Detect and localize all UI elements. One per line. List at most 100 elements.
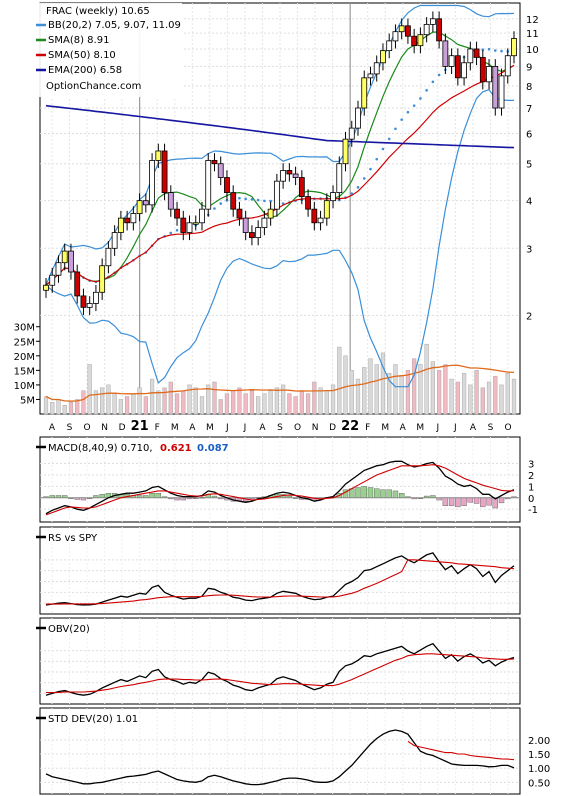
bb-middle-dot xyxy=(493,49,497,52)
volume-bar xyxy=(349,370,354,415)
volume-bar xyxy=(56,399,61,415)
candle-body xyxy=(323,200,330,219)
candle-body xyxy=(448,55,455,67)
candle-body xyxy=(261,217,268,228)
macd-ytick-label: 0 xyxy=(528,494,534,505)
volume-bar xyxy=(193,387,198,415)
candle-body xyxy=(74,271,81,297)
bb-middle-dot xyxy=(175,228,179,232)
std-dev-panel: 2.00 1.50 1.00 0.50 STD DEV(20) 1.01 xyxy=(36,707,550,795)
candle-body xyxy=(386,40,393,52)
month-label: S xyxy=(488,423,494,433)
volume-bar xyxy=(486,381,492,415)
volume-bar xyxy=(43,396,49,415)
macd-ytick-label: 3 xyxy=(528,460,534,471)
volume-bar xyxy=(393,364,398,415)
bb-middle-dot xyxy=(244,197,247,201)
candle-body xyxy=(86,303,93,308)
macd-ma-line xyxy=(45,464,515,516)
candle-body xyxy=(411,35,418,47)
price-ytick-label: 9 xyxy=(526,62,532,73)
month-label: N xyxy=(312,423,319,433)
candle-body xyxy=(305,196,311,210)
candle-body xyxy=(217,163,224,178)
volume-bar xyxy=(62,405,67,415)
candle-body xyxy=(504,55,511,77)
ema200-line xyxy=(45,104,515,149)
volume-bar xyxy=(412,358,417,415)
legend-background xyxy=(32,3,182,97)
candle-body xyxy=(199,208,205,224)
bb-middle-dot xyxy=(256,198,260,202)
volume-bar xyxy=(50,402,55,415)
volume-bar xyxy=(149,378,155,415)
month-label: M xyxy=(171,423,179,433)
candle-body xyxy=(43,284,49,291)
volume-bar xyxy=(374,364,379,415)
macd-histogram-bar xyxy=(473,497,480,504)
rs-header-bg xyxy=(41,530,103,544)
volume-bar xyxy=(206,384,211,415)
volume-ytick-label: 25M xyxy=(14,337,35,348)
candle-body xyxy=(93,291,99,304)
bb-middle-dot xyxy=(400,118,403,121)
volume-bar xyxy=(87,364,92,415)
volume-bar xyxy=(312,381,317,415)
volume-bar xyxy=(118,399,124,415)
month-label: M xyxy=(416,423,424,433)
volume-bar xyxy=(75,399,80,415)
month-label: J xyxy=(436,423,440,433)
obv-panel: OBV(20) xyxy=(36,617,521,705)
volume-bar xyxy=(505,373,510,415)
volume-bar xyxy=(143,396,148,415)
volume-bar xyxy=(436,370,442,415)
volume-bar xyxy=(343,355,348,415)
volume-bar xyxy=(468,384,473,415)
volume-bar xyxy=(93,390,99,415)
candle-body xyxy=(61,250,68,264)
candle-body xyxy=(454,55,461,79)
price-ytick-label: 7 xyxy=(526,104,532,115)
std-dev-ytick-label: 1.50 xyxy=(528,750,550,761)
legend-label: EMA(200) 6.58 xyxy=(48,65,122,76)
candle-body xyxy=(192,222,199,225)
candle-body xyxy=(473,48,480,58)
volume-bar xyxy=(443,364,448,415)
macd-histogram-bar xyxy=(367,487,374,498)
bb-lower-line xyxy=(45,88,514,388)
volume-bar xyxy=(212,381,217,415)
month-label: N xyxy=(101,423,108,433)
volume-bar xyxy=(218,399,223,415)
volume-bar xyxy=(330,384,336,415)
price-ytick-label: 6 xyxy=(526,130,532,141)
month-label: F xyxy=(155,423,160,433)
month-label: D xyxy=(329,423,336,433)
volume-bar xyxy=(305,393,311,415)
bb-middle-dot xyxy=(437,73,441,77)
volume-bar xyxy=(399,375,404,415)
candle-body xyxy=(317,217,324,224)
candle-body xyxy=(155,150,162,161)
legend-label: SMA(8) 8.91 xyxy=(48,35,109,46)
candle-body xyxy=(255,227,262,239)
std-dev-ytick-label: 1.00 xyxy=(528,764,550,775)
sma50-line xyxy=(45,64,515,286)
bb-middle-dot xyxy=(500,49,503,53)
candle-body xyxy=(479,57,486,83)
rs-ma-line xyxy=(46,559,515,605)
volume-ytick-label: 5M xyxy=(20,395,35,406)
candle-body xyxy=(161,150,168,193)
macd-histogram-bar xyxy=(149,493,155,498)
month-label: S xyxy=(67,423,73,433)
macd-histogram-bar xyxy=(461,497,467,506)
candle-body xyxy=(442,40,449,67)
volume-bar xyxy=(387,373,392,415)
bb-middle-dot xyxy=(487,47,491,51)
volume-bar xyxy=(174,393,180,415)
candle-body xyxy=(49,274,56,286)
macd-histogram-bar xyxy=(467,497,474,503)
volume-bar xyxy=(480,387,485,415)
candle-body xyxy=(230,192,237,210)
volume-bar xyxy=(461,373,467,415)
